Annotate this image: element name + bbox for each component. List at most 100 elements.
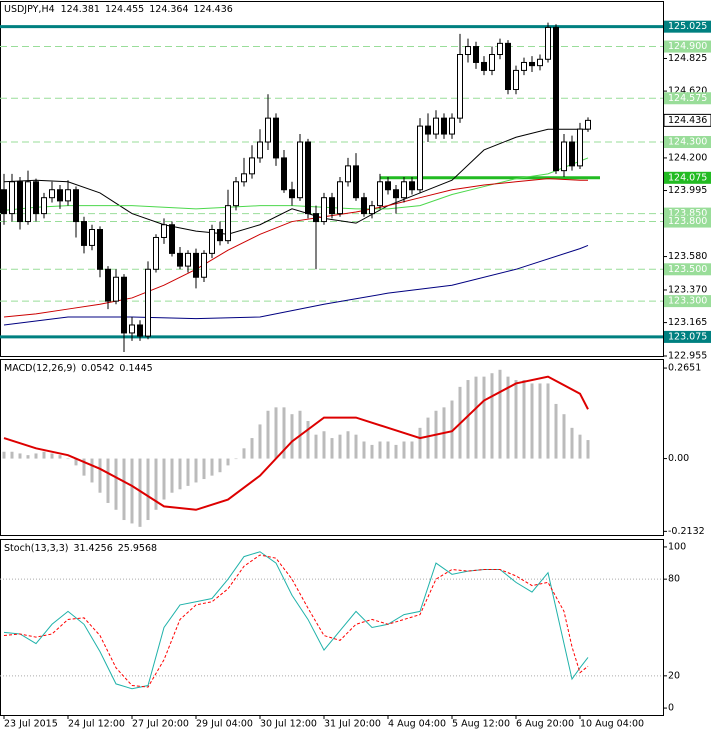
x-tick-label: 31 Jul 20:00 (324, 719, 381, 730)
macd-bar (338, 434, 342, 459)
candle-body (441, 117, 447, 135)
level-label: 124.575 (668, 93, 707, 104)
stoch-line (3, 551, 589, 690)
macd-bar (138, 458, 142, 527)
macd-bar (314, 434, 318, 459)
macd-bar (218, 458, 222, 473)
candle-body (553, 26, 559, 172)
macd-bar (362, 441, 366, 459)
macd-bar (530, 383, 534, 459)
macd-bar (410, 441, 414, 459)
candle-body (57, 189, 63, 202)
y-tick-label: 0.00 (668, 453, 689, 464)
candle-body (169, 224, 175, 254)
macd-title: MACD(12,26,9) (4, 363, 76, 374)
macd-bar (354, 434, 358, 459)
stoch-title: Stoch(13,3,3) (4, 543, 68, 554)
macd-bar (370, 444, 374, 459)
macd-bar (306, 421, 310, 459)
level-label: 123.850 (668, 208, 707, 219)
y-tick-label: 0 (668, 703, 674, 714)
macd-bar (586, 440, 590, 459)
candle-body (273, 117, 279, 159)
level-label: 124.075 (668, 172, 707, 183)
candle-body (361, 197, 367, 215)
macd-bar (330, 438, 334, 459)
candle-body (49, 189, 55, 199)
y-tick-label: 20 (668, 670, 680, 681)
candle-body (241, 173, 247, 183)
level-label: 124.300 (668, 137, 707, 148)
candle-body (505, 42, 511, 91)
macd-bar (378, 441, 382, 459)
macd-bar (178, 458, 182, 490)
macd-bar (402, 441, 406, 459)
candle-body (585, 119, 591, 130)
candle-body (65, 189, 71, 202)
macd-bar (266, 410, 270, 459)
candle-body (569, 141, 575, 167)
y-tick-label: 0.2651 (668, 363, 701, 374)
macd-header: MACD(12,26,9) 0.0542 0.1445 (4, 363, 153, 374)
candle-body (113, 276, 119, 302)
macd-bar (66, 458, 70, 460)
candle-body (17, 181, 23, 223)
macd-bar (570, 427, 574, 459)
y-tick-label: 123.370 (668, 284, 707, 295)
last-high: 124.455 (105, 4, 144, 15)
macd-bar (74, 458, 78, 466)
candle-body (297, 141, 303, 199)
candle-body (225, 205, 231, 242)
macd-bar (114, 458, 118, 510)
macd-bar (130, 458, 134, 524)
macd-bar (82, 458, 86, 476)
macd-bar (538, 383, 542, 459)
candle-body (201, 252, 207, 278)
stoch-line (3, 554, 589, 688)
macd-bar (170, 458, 174, 493)
candle-body (353, 165, 359, 199)
candle-body (153, 236, 159, 270)
level-label: 124.900 (668, 41, 707, 52)
candle-body (377, 181, 383, 207)
macd-bar (386, 441, 390, 459)
macd-bar (34, 453, 38, 459)
candle-body (345, 165, 351, 183)
macd-pane-frame (0, 359, 664, 536)
candle-body (177, 252, 183, 267)
macd-bar (274, 407, 278, 459)
candle-body (489, 54, 495, 71)
candle-body (425, 125, 431, 135)
macd-bar (106, 458, 110, 503)
candle-body (473, 46, 479, 63)
macd-bar (450, 400, 454, 459)
candle-body (337, 181, 343, 215)
current-price-label: 124.436 (668, 115, 707, 126)
macd-bar (154, 458, 158, 510)
stoch-signal-last: 25.9568 (118, 543, 157, 554)
candle-body (105, 268, 111, 302)
symbol-title: USDJPY,H4 (4, 4, 55, 15)
candle-body (145, 268, 151, 337)
macd-bar (186, 458, 190, 486)
macd-bar (546, 383, 550, 459)
y-tick-label: 124.620 (668, 86, 707, 97)
level-label: 123.300 (668, 296, 707, 307)
candle-body (481, 61, 487, 71)
candle-body (209, 229, 215, 254)
x-tick-label: 23 Jul 2015 (4, 719, 58, 730)
macd-bar (10, 451, 14, 459)
candle-body (321, 197, 327, 223)
candle-body (401, 181, 407, 199)
level-label-box (664, 171, 711, 184)
candle-body (41, 197, 47, 215)
last-close: 124.436 (194, 4, 233, 15)
x-tick-label: 5 Aug 12:00 (452, 719, 510, 730)
macd-bar (202, 458, 206, 480)
x-tick-label: 24 Jul 12:00 (68, 719, 125, 730)
candle-body (369, 205, 375, 215)
candle-body (409, 181, 415, 191)
current-price-box (663, 113, 711, 127)
candle-body (313, 213, 319, 223)
candle-body (129, 324, 135, 334)
